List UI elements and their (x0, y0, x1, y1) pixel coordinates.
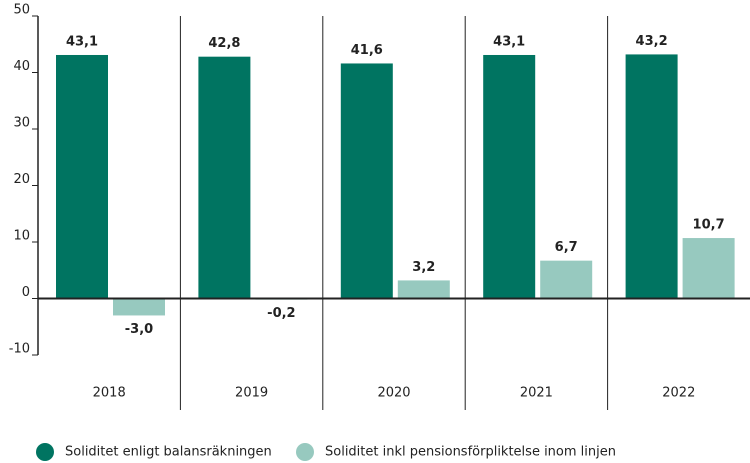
value-label: 43,1 (493, 34, 525, 49)
x-tick-label: 2019 (235, 386, 268, 401)
y-tick-label: -10 (9, 342, 30, 357)
legend-label: Soliditet enligt balansräkningen (65, 445, 272, 460)
y-tick-label: 0 (22, 285, 30, 300)
bar (340, 63, 393, 299)
value-label: 43,1 (66, 34, 98, 49)
value-label: 42,8 (208, 36, 240, 51)
value-label: 43,2 (636, 34, 668, 49)
value-label: 3,2 (412, 260, 435, 275)
value-label: 6,7 (555, 240, 578, 255)
bar (540, 260, 593, 299)
bar (397, 280, 450, 299)
value-label: 41,6 (351, 43, 383, 58)
value-label: -3,0 (125, 322, 153, 337)
bar (56, 54, 108, 299)
bar (682, 238, 735, 299)
bar (198, 56, 251, 299)
legend-label: Soliditet inkl pensionsförpliktelse inom… (325, 445, 616, 460)
y-tick-label: 50 (13, 3, 30, 18)
bar (483, 54, 536, 299)
value-label: 10,7 (693, 218, 725, 233)
legend-swatch (296, 443, 314, 461)
x-tick-label: 2020 (377, 386, 410, 401)
y-tick-label: 10 (13, 229, 30, 244)
x-tick-label: 2021 (520, 386, 553, 401)
legend-swatch (36, 443, 54, 461)
bar (625, 54, 678, 299)
y-tick-label: 30 (13, 116, 30, 131)
bar (113, 298, 165, 316)
y-tick-label: 20 (13, 172, 30, 187)
x-tick-label: 2018 (93, 386, 126, 401)
x-tick-label: 2022 (662, 386, 695, 401)
y-tick-label: 40 (13, 59, 30, 74)
value-label: -0,2 (267, 306, 295, 321)
